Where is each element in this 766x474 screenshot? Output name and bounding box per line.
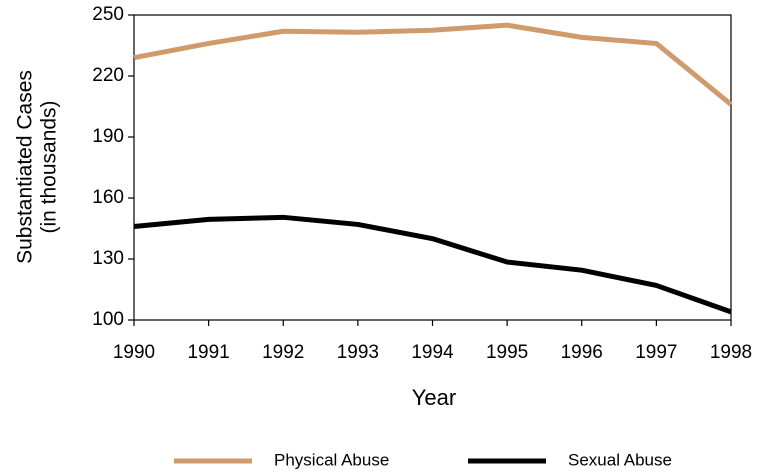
x-tick-label: 1990 xyxy=(113,342,155,363)
x-tick-label: 1995 xyxy=(486,342,528,363)
x-tick-label: 1994 xyxy=(411,342,454,363)
x-tick-label: 1997 xyxy=(635,342,677,363)
x-tick-label: 1992 xyxy=(262,342,304,363)
x-axis-label: Year xyxy=(412,385,456,410)
y-axis-label: (in thousands) xyxy=(38,100,61,233)
x-tick-label: 1991 xyxy=(187,342,229,363)
y-tick-label: 160 xyxy=(92,187,124,208)
x-tick-label: 1998 xyxy=(710,342,752,363)
y-tick-label: 190 xyxy=(92,126,124,147)
legend-label: Sexual Abuse xyxy=(568,450,672,469)
data-line xyxy=(133,22,733,107)
legend-label: Physical Abuse xyxy=(274,450,389,469)
y-axis-label: Substantiated Cases xyxy=(14,70,37,264)
x-tick-label: 1993 xyxy=(337,342,379,363)
y-tick-label: 100 xyxy=(92,309,124,330)
y-tick-label: 220 xyxy=(92,65,124,86)
y-tick-label: 130 xyxy=(92,248,124,269)
data-line xyxy=(133,214,732,315)
x-tick-label: 1996 xyxy=(561,342,603,363)
y-tick-label: 250 xyxy=(92,4,124,25)
plot-frame xyxy=(133,14,732,321)
